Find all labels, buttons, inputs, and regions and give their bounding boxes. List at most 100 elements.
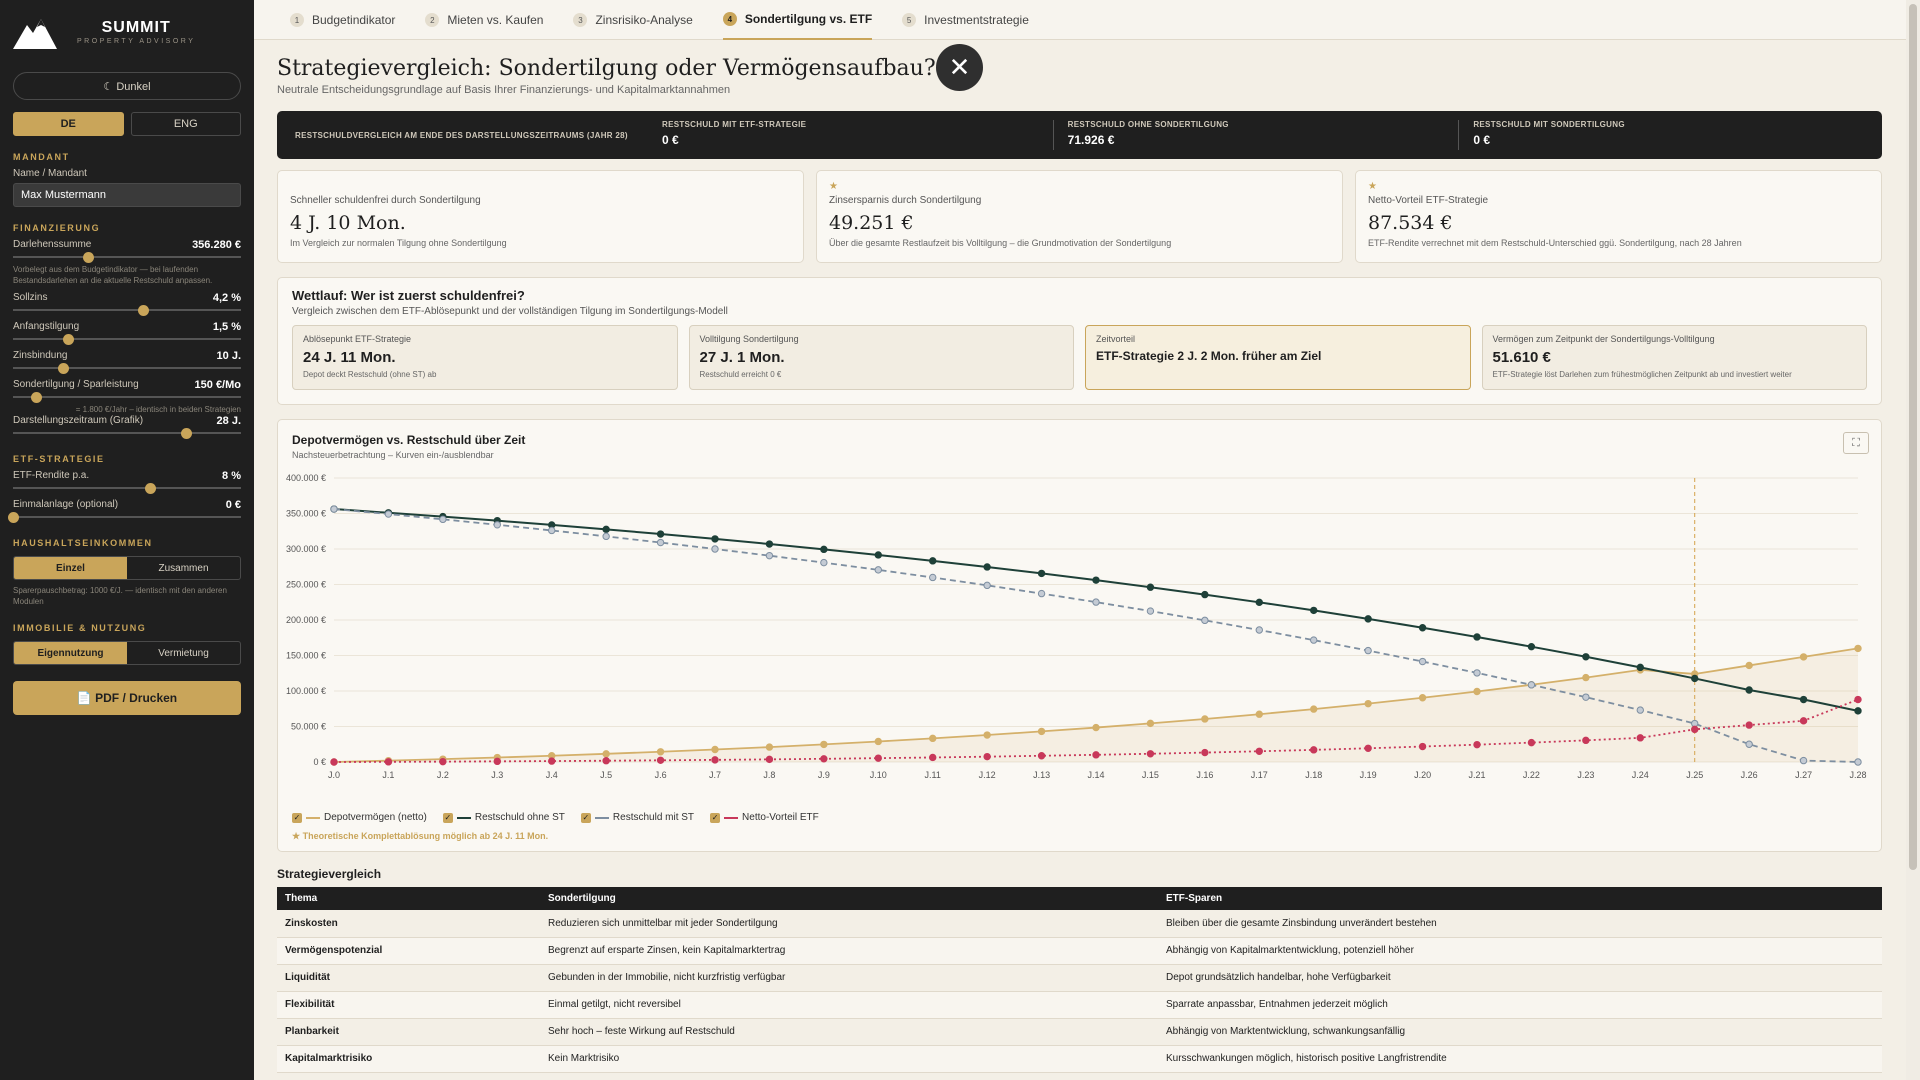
legend-item-ohne-st[interactable]: ✓ Restschuld ohne ST (442, 812, 565, 823)
legend-item-netto[interactable]: ✓ Netto-Vorteil ETF (710, 812, 819, 823)
x-tick-label: J.26 (1741, 770, 1758, 780)
y-tick-label: 400.000 € (286, 473, 326, 483)
scrollbar-thumb[interactable] (1909, 4, 1917, 870)
lang-eng-button[interactable]: ENG (130, 112, 241, 136)
zeitraum-slider[interactable] (13, 428, 241, 439)
data-point (1092, 751, 1100, 759)
slider-knob[interactable] (137, 305, 149, 316)
data-point (656, 530, 665, 538)
slider-knob[interactable] (8, 512, 19, 523)
data-point (1799, 653, 1808, 661)
expand-icon[interactable]: ⛶ (1843, 432, 1869, 454)
scrollbar[interactable] (1906, 0, 1920, 1080)
data-point (1201, 715, 1209, 723)
data-point (820, 740, 828, 749)
haushalt-einzel-button[interactable]: Einzel (14, 557, 127, 579)
y-tick-label: 250.000 € (286, 580, 326, 590)
zeitraum-value: 28 J. (216, 415, 241, 427)
section-mandant: MANDANT (13, 152, 70, 162)
tab-zinsrisiko[interactable]: 3 Zinsrisiko-Analyse (573, 0, 693, 40)
data-point (1799, 717, 1808, 725)
slider-knob[interactable] (144, 483, 156, 494)
data-point (1527, 738, 1536, 747)
data-point (384, 758, 393, 766)
line-chart: 0 € 50.000 € 100.000 € 150.000 € 200.000 € 25… (286, 473, 1867, 780)
data-point (983, 581, 991, 590)
haushalt-toggle: Einzel Zusammen (13, 556, 241, 580)
y-tick-label: 350.000 € (286, 509, 326, 519)
data-point (1854, 644, 1862, 653)
table-cell: Sparrate anpassbar, Entnahmen jederzeit … (1158, 991, 1882, 1019)
tab-budgetindikator[interactable]: 1 Budgetindikator (290, 0, 395, 40)
slider-knob[interactable] (58, 363, 70, 374)
data-point (1636, 706, 1644, 714)
slider-knob[interactable] (83, 252, 95, 263)
data-point (711, 756, 719, 764)
checkbox-icon[interactable]: ✓ (710, 812, 721, 823)
checkbox-icon[interactable]: ✓ (292, 812, 302, 823)
x-tick-label: J.1 (382, 770, 394, 780)
data-point (1636, 734, 1644, 742)
darlehen-row: Darlehenssumme 356.280 € (13, 239, 241, 251)
data-point (1201, 748, 1209, 757)
table-header: Thema (277, 887, 540, 910)
tilgung-slider[interactable] (13, 334, 241, 345)
immo-vermietung-button[interactable]: Vermietung (158, 647, 209, 659)
sollzins-slider[interactable] (13, 305, 241, 316)
table-cell: Kapitalmarktrisiko (277, 1045, 540, 1073)
pdf-print-button[interactable]: 📄 PDF / Drucken (13, 681, 241, 715)
table-cell: Bleiben über die gesamte Zinsbindung unv… (1158, 910, 1882, 938)
x-tick-label: J.25 (1686, 770, 1703, 780)
x-tick-label: J.2 (437, 770, 449, 780)
data-point (1092, 723, 1100, 732)
darlehen-slider[interactable] (13, 252, 241, 263)
race-box-title: Vermögen zum Zeitpunkt der Sondertilgung… (1492, 334, 1715, 344)
sonder-slider[interactable] (13, 392, 241, 403)
table-row: Zinskosten Reduzieren sich unmittelbar mi… (277, 910, 1882, 938)
race-box: Vermögen zum Zeitpunkt der Sondertilgung… (1481, 325, 1867, 390)
lang-de-button[interactable]: DE (13, 112, 124, 136)
summary-cell: RESTSCHULD OHNE SONDERTILGUNG 71.926 € (1052, 120, 1459, 150)
data-point (929, 753, 937, 762)
name-input[interactable]: Max Mustermann (13, 183, 241, 207)
data-point (1255, 710, 1263, 718)
checkbox-icon[interactable]: ✓ (442, 812, 453, 823)
x-tick-label: J.11 (925, 770, 941, 780)
x-tick-label: J.8 (763, 770, 775, 780)
rendite-slider[interactable] (13, 483, 241, 494)
slider-knob[interactable] (181, 428, 193, 439)
legend-item-mit-st[interactable]: ✓ Restschuld mit ST (580, 812, 694, 823)
tab-number: 3 (573, 13, 588, 27)
data-point (711, 535, 719, 543)
data-point (820, 755, 828, 763)
legend-swatch (306, 816, 320, 819)
data-point (1364, 646, 1372, 655)
immo-eigennutzung-button[interactable]: Eigennutzung (14, 642, 127, 664)
checkbox-icon[interactable]: ✓ (580, 812, 591, 823)
kpi-title: Netto-Vorteil ETF-Strategie (1368, 195, 1489, 206)
theme-toggle-button[interactable]: ☾ Dunkel (13, 72, 241, 100)
x-tick-label: J.17 (1251, 770, 1268, 780)
data-point (874, 737, 882, 746)
darlehen-value: 356.280 € (192, 239, 241, 251)
haushalt-zusammen-button[interactable]: Zusammen (158, 562, 209, 574)
kpi-card: ★ Zinsersparnis durch Sondertilgung 49.251… (816, 170, 1343, 263)
close-button[interactable]: ✕ (936, 44, 983, 91)
tab-investmentstrategie[interactable]: 5 Investmentstrategie (902, 0, 1029, 40)
y-tick-label: 200.000 € (286, 615, 326, 625)
einmal-slider[interactable] (8, 512, 241, 523)
tab-mieten-kaufen[interactable]: 2 Mieten vs. Kaufen (425, 0, 543, 40)
page-title: Strategievergleich: Sondertilgung oder V… (277, 56, 936, 81)
data-point (711, 745, 719, 754)
y-tick-label: 300.000 € (286, 544, 326, 554)
slider-knob[interactable] (30, 392, 42, 403)
summary-cell-value: 0 € (662, 133, 679, 147)
y-tick-label: 150.000 € (286, 651, 326, 661)
zinsbindung-slider[interactable] (13, 363, 241, 374)
race-box-highlight: Zeitvorteil ETF-Strategie 2 J. 2 Mon. frü… (1085, 325, 1471, 390)
slider-knob[interactable] (62, 334, 74, 345)
legend-item-depot[interactable]: ✓ Depotvermögen (netto) (292, 812, 427, 823)
x-tick-label: J.6 (655, 770, 667, 780)
tab-sondertilgung-etf[interactable]: 4 Sondertilgung vs. ETF (722, 0, 873, 40)
kpi-desc: Im Vergleich zur normalen Tilgung ohne S… (290, 238, 507, 248)
